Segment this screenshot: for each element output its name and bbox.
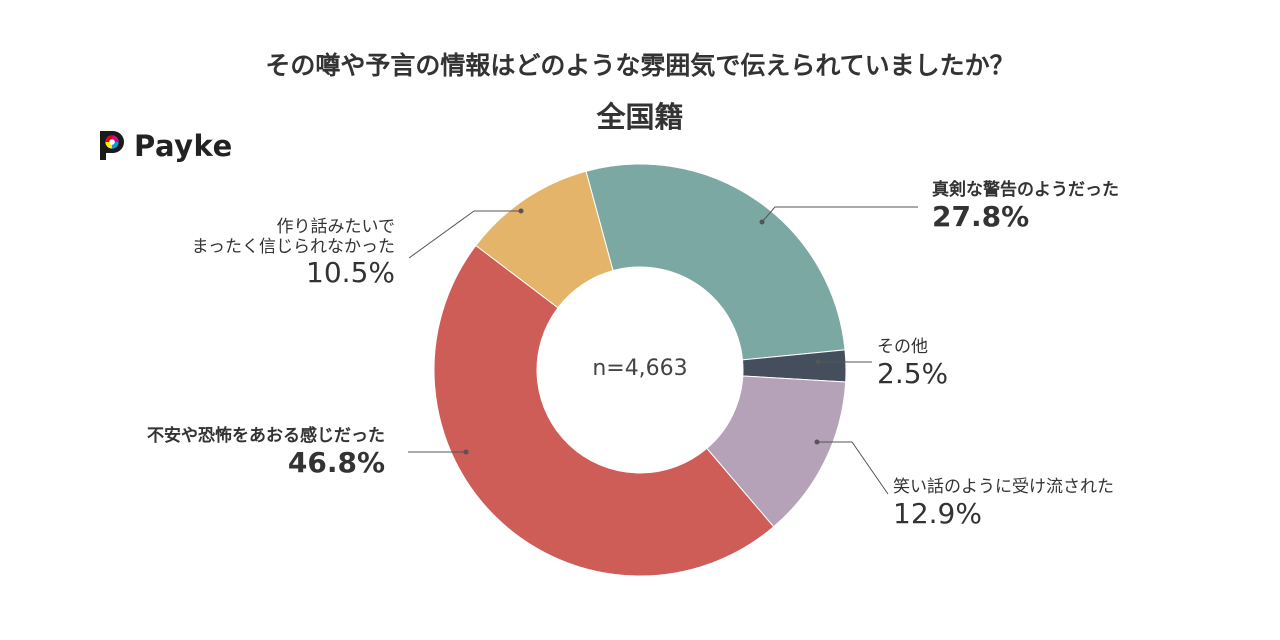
leader-line <box>408 210 521 259</box>
slice-label: 不安や恐怖をあおる感じだった <box>147 426 385 446</box>
leader-dot <box>814 439 820 445</box>
label-anxiety-fear: 不安や恐怖をあおる感じだった 46.8% <box>147 426 385 479</box>
label-not-believed: 作り話みたいで まったく信じられなかった 10.5% <box>191 217 396 290</box>
slice-label-line2: まったく信じられなかった <box>191 236 395 257</box>
sample-size-label: n=4,663 <box>592 356 688 381</box>
label-other: その他 2.5% <box>877 337 949 390</box>
payke-logo: Payke <box>96 128 233 164</box>
slice-value: 10.5% <box>306 256 395 290</box>
slice-anxiety-fear <box>433 244 775 577</box>
slice-label: 笑い話のように受け流された <box>893 477 1114 497</box>
leader-line <box>761 206 918 223</box>
label-serious-warning: 真剣な警告のようだった 27.8% <box>932 180 1119 233</box>
slice-label: その他 <box>877 337 928 357</box>
slice-label-line1: 作り話みたいで <box>276 217 396 237</box>
chart-subtitle: 全国籍 <box>596 100 684 134</box>
slice-value: 27.8% <box>932 199 1030 233</box>
slice-value: 12.9% <box>893 496 982 530</box>
leader-dot <box>759 219 765 225</box>
slice-value: 2.5% <box>877 356 949 390</box>
leader-line <box>817 441 889 495</box>
leader-dot <box>815 359 821 365</box>
slice-not-believed <box>475 170 614 309</box>
leader-dot <box>518 208 524 214</box>
chart-title: その噂や予言の情報はどのような雰囲気で伝えられていましたか？ <box>265 51 1015 80</box>
slice-value: 46.8% <box>287 445 385 479</box>
slice-serious-warning <box>585 163 846 361</box>
label-laughed-off: 笑い話のように受け流された 12.9% <box>893 477 1114 530</box>
leader-dot <box>463 449 469 455</box>
logo-text: Payke <box>134 129 233 163</box>
slice-label: 真剣な警告のようだった <box>932 180 1119 200</box>
payke-logo-icon <box>100 131 124 160</box>
